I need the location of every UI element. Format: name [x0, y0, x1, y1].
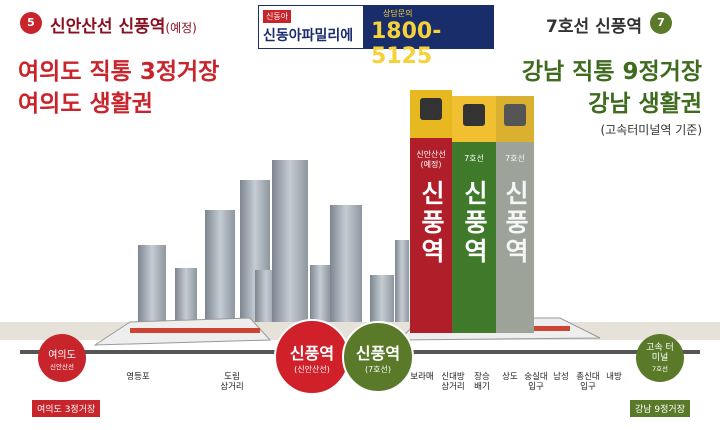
- brand-name: 신동아파밀리에: [263, 28, 354, 44]
- station-name: 도림: [224, 372, 240, 382]
- tower-line: 신안산선: [416, 150, 446, 159]
- buildings: [138, 160, 409, 338]
- right-headline: 강남 직통 9정거장 강남 생활권 (고속터미널역 기준): [522, 56, 702, 140]
- station-name: 삼거리: [220, 382, 244, 392]
- end-tag: 강남 9정거장: [630, 400, 690, 417]
- station-name: 총신대: [576, 372, 600, 382]
- station-name: 숭실대: [524, 372, 548, 382]
- station-name: 상도: [502, 372, 518, 382]
- inquiry: 상담문의: [383, 9, 413, 18]
- station-name: 입구: [580, 382, 596, 392]
- hub-station: 신풍역 (7호선): [342, 321, 414, 393]
- note: (고속터미널역 기준): [600, 123, 703, 137]
- towers: [410, 90, 534, 333]
- station-name: 영등포: [126, 372, 150, 382]
- station: 신대방 삼거리: [441, 372, 464, 392]
- station: 상도: [502, 372, 518, 382]
- station: 내방: [606, 372, 622, 382]
- end-station: 고속 터미널 7호선: [636, 334, 684, 382]
- station-name: 내방: [606, 372, 622, 382]
- station-name: 배기: [474, 382, 490, 392]
- tower-label: 신안산선 (예정) 신풍역: [410, 150, 452, 267]
- line: 강남 생활권: [588, 91, 702, 117]
- line: (7호선): [364, 364, 392, 374]
- tower-name: 신풍역: [501, 180, 530, 267]
- right-line-title: 7호선 신풍역: [546, 17, 642, 37]
- phone: 1800-5125: [371, 19, 442, 69]
- station: 영등포: [126, 372, 149, 382]
- line: 신안산선: [50, 362, 74, 371]
- line: 여의도 생활권: [18, 91, 153, 117]
- phone-box: 상담문의 1800-5125: [363, 6, 493, 69]
- tower-name: 신풍역: [460, 180, 489, 267]
- tower-note: (예정): [420, 160, 442, 169]
- hub-station: 신풍역 (신안산선): [274, 319, 350, 395]
- station: 장승 배기: [474, 372, 490, 392]
- brand-tag: 신동아: [263, 10, 292, 23]
- line-badge: 7: [650, 12, 672, 34]
- banner: 신동아 신동아파밀리에 상담문의 1800-5125: [258, 5, 494, 69]
- station-name: 남성: [553, 372, 569, 382]
- station: 도림 삼거리: [220, 372, 243, 392]
- line: 7호선: [651, 365, 669, 373]
- line: 여의도 직통 3정거장: [18, 59, 220, 85]
- station: 숭실대 입구: [524, 372, 547, 392]
- name: 여의도: [48, 349, 76, 361]
- station-name: 삼거리: [441, 382, 465, 392]
- line: (신안산선): [294, 364, 330, 374]
- line: 강남 직통 9정거장: [521, 59, 702, 85]
- tower-name: 신풍역: [417, 180, 446, 267]
- start-tag: 여의도 3정거장: [32, 400, 101, 417]
- text: 신안산선 신풍역: [50, 17, 166, 37]
- station-name: 보라매: [410, 372, 434, 382]
- suffix: (예정): [165, 21, 197, 35]
- tower-line: 7호선: [464, 154, 484, 163]
- station-name: 입구: [528, 382, 544, 392]
- name: 고속 터미널: [646, 343, 674, 363]
- start-station: 여의도 신안산선: [38, 334, 86, 382]
- station-name: 장승: [474, 372, 490, 382]
- name: 신풍역: [289, 343, 335, 363]
- name: 신풍역: [355, 343, 401, 363]
- left-headline: 여의도 직통 3정거장 여의도 생활권: [18, 56, 219, 120]
- station-name: 신대방: [441, 372, 465, 382]
- tower-label: 7호선 신풍역: [496, 154, 534, 267]
- line-badge: 5: [20, 12, 42, 34]
- left-line-title: 신안산선 신풍역(예정): [50, 12, 197, 37]
- tower-line: 7호선: [505, 154, 525, 163]
- station: 총신대 입구: [576, 372, 599, 392]
- tower-label: 7호선 신풍역: [452, 154, 496, 267]
- station: 남성: [553, 372, 569, 382]
- station: 보라매: [410, 372, 433, 382]
